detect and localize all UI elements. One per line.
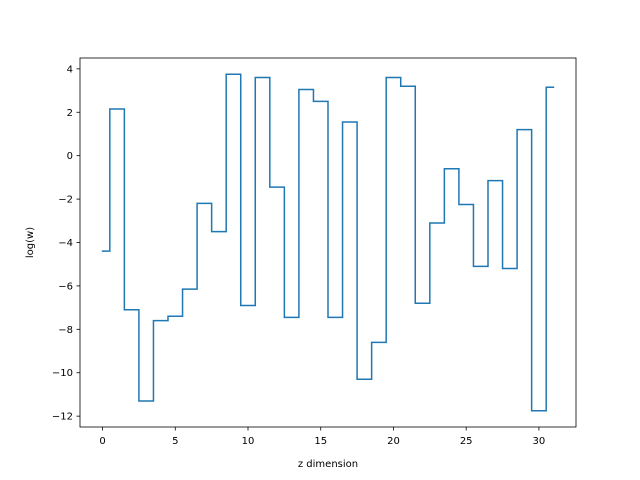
y-tick-label: 2 [67,108,73,119]
x-tick-label: 30 [533,436,546,447]
y-tick-label: 0 [67,151,73,162]
x-tick-label: 20 [387,436,400,447]
y-tick-label: 4 [67,64,73,75]
x-tick-label: 10 [242,436,255,447]
x-tick-label: 5 [172,436,178,447]
y-tick-label: −8 [58,325,73,336]
x-axis-ticks: 0 5 10 15 20 25 30 [99,427,545,447]
x-tick-label: 0 [99,436,105,447]
y-axis-label: log(w) [25,227,36,258]
y-tick-label: −12 [52,412,73,423]
y-tick-label: −4 [58,238,73,249]
x-tick-label: 25 [460,436,473,447]
y-tick-label: −2 [58,195,73,206]
series-line [101,73,555,412]
y-axis-ticks: −12 −10 −8 −6 −4 −2 0 2 4 [52,64,80,423]
y-tick-label: −6 [58,281,73,292]
x-tick-label: 15 [314,436,327,447]
x-axis-label: z dimension [298,459,358,470]
plot-frame [79,57,577,428]
y-tick-label: −10 [52,368,73,379]
